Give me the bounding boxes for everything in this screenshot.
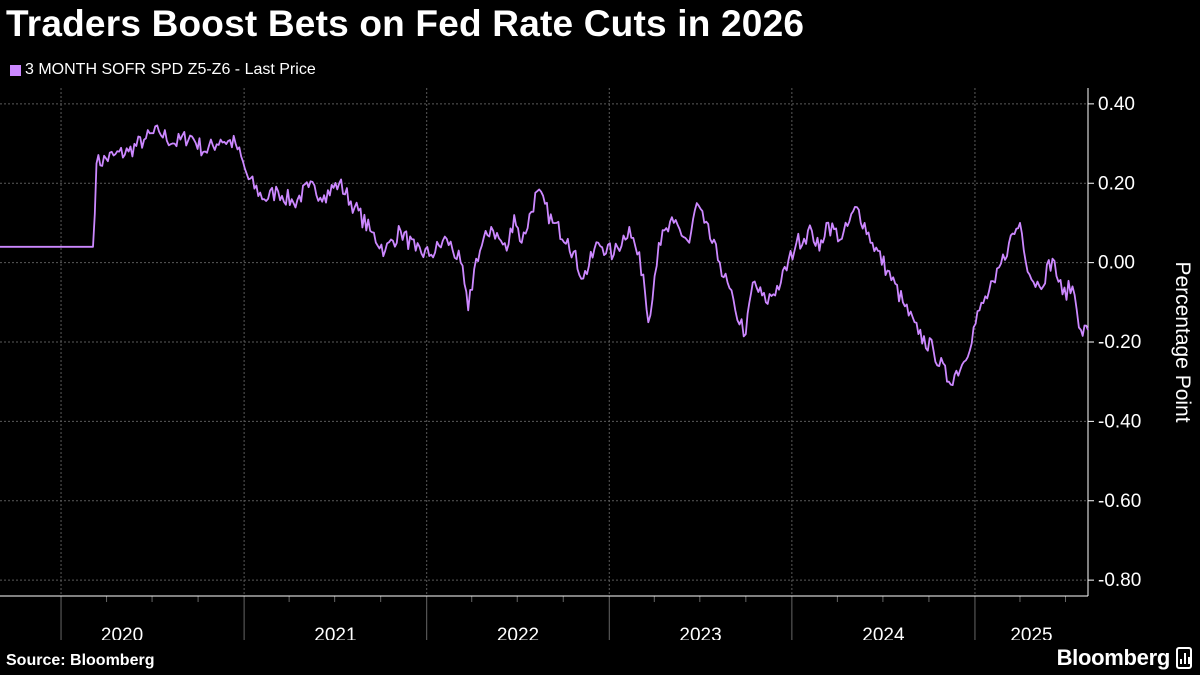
x-tick-label: 2024 — [862, 625, 905, 640]
brand-name: Bloomberg — [1056, 645, 1171, 670]
legend-label: 3 MONTH SOFR SPD Z5-Z6 - Last Price — [25, 61, 316, 78]
y-tick-label: -0.40 — [1098, 411, 1141, 432]
grid-lines — [0, 88, 1088, 596]
series-line — [0, 124, 1089, 386]
legend-swatch — [10, 64, 21, 76]
chart-legend: 3 MONTH SOFR SPD Z5-Z6 - Last Price — [10, 61, 316, 79]
x-tick-label: 2023 — [679, 625, 721, 640]
chart-title: Traders Boost Bets on Fed Rate Cuts in 2… — [6, 3, 805, 44]
y-tick-label: 0.40 — [1098, 94, 1135, 115]
y-tick-label: 0.00 — [1098, 253, 1135, 274]
bar-chart-icon — [1176, 647, 1192, 669]
series-layer — [0, 124, 1089, 386]
y-tick-label: -0.60 — [1098, 491, 1141, 512]
y-tick-label: 0.20 — [1098, 173, 1135, 194]
y-tick-label: -0.80 — [1098, 570, 1141, 591]
bloomberg-logo: Bloomberg — [1057, 645, 1192, 671]
x-tick-label: 2020 — [101, 625, 143, 640]
x-axis: 2020 2021 2022 2023 2024 2025 — [0, 595, 1088, 640]
y-tick-label: -0.20 — [1098, 332, 1141, 353]
y-axis-label: Percentage Point — [1171, 261, 1194, 422]
x-tick-label: 2022 — [497, 625, 539, 640]
line-chart: 2020 2021 2022 2023 2024 2025 0.40 0.20 0.00 -0.… — [0, 88, 1194, 640]
x-tick-label: 2021 — [314, 625, 356, 640]
y-axis: 0.40 0.20 0.00 -0.20 -0.40 -0.60 -0.80 — [1087, 88, 1141, 596]
x-tick-label: 2025 — [1010, 625, 1052, 640]
source-note: Source: Bloomberg — [6, 652, 155, 669]
